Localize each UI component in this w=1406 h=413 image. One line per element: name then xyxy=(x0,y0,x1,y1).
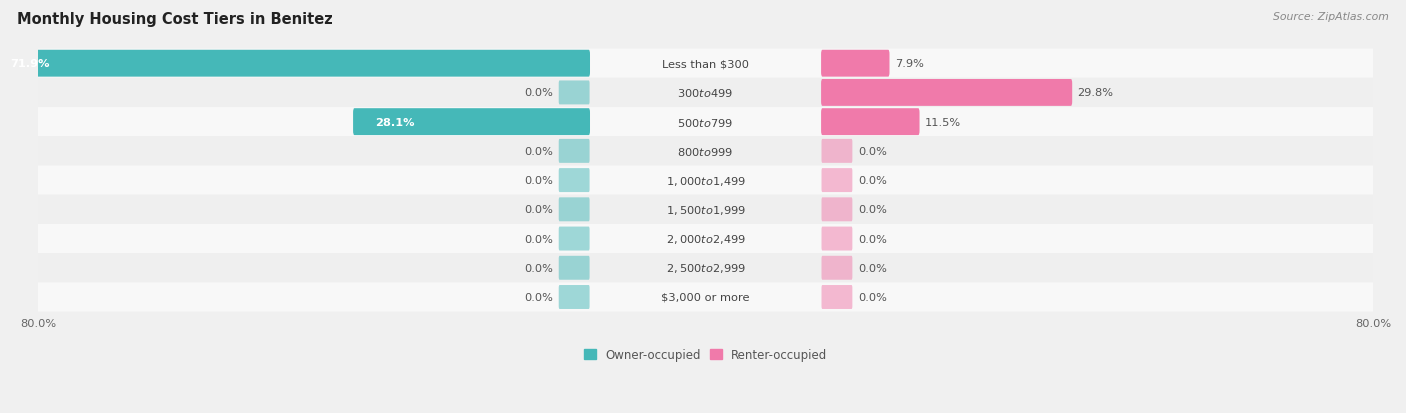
FancyBboxPatch shape xyxy=(21,254,1389,283)
FancyBboxPatch shape xyxy=(821,140,852,164)
Text: 0.0%: 0.0% xyxy=(524,234,553,244)
FancyBboxPatch shape xyxy=(821,109,920,136)
FancyBboxPatch shape xyxy=(21,195,1389,224)
Text: 0.0%: 0.0% xyxy=(858,263,887,273)
FancyBboxPatch shape xyxy=(821,80,1073,107)
FancyBboxPatch shape xyxy=(558,256,589,280)
FancyBboxPatch shape xyxy=(21,108,1389,137)
FancyBboxPatch shape xyxy=(558,140,589,164)
Text: 0.0%: 0.0% xyxy=(524,205,553,215)
FancyBboxPatch shape xyxy=(21,283,1389,312)
Text: Monthly Housing Cost Tiers in Benitez: Monthly Housing Cost Tiers in Benitez xyxy=(17,12,333,27)
Text: 0.0%: 0.0% xyxy=(524,263,553,273)
FancyBboxPatch shape xyxy=(558,81,589,105)
Legend: Owner-occupied, Renter-occupied: Owner-occupied, Renter-occupied xyxy=(579,343,832,366)
Text: 28.1%: 28.1% xyxy=(375,117,415,127)
Text: $2,500 to $2,999: $2,500 to $2,999 xyxy=(665,262,745,275)
Text: 0.0%: 0.0% xyxy=(524,176,553,186)
Text: 0.0%: 0.0% xyxy=(858,176,887,186)
Text: 0.0%: 0.0% xyxy=(858,205,887,215)
Text: 7.9%: 7.9% xyxy=(894,59,924,69)
Text: 71.9%: 71.9% xyxy=(10,59,49,69)
Text: $3,000 or more: $3,000 or more xyxy=(661,292,749,302)
Text: $1,000 to $1,499: $1,000 to $1,499 xyxy=(665,174,745,187)
Text: 11.5%: 11.5% xyxy=(925,117,962,127)
FancyBboxPatch shape xyxy=(21,137,1389,166)
FancyBboxPatch shape xyxy=(821,256,852,280)
FancyBboxPatch shape xyxy=(558,198,589,222)
FancyBboxPatch shape xyxy=(21,166,1389,195)
FancyBboxPatch shape xyxy=(821,285,852,309)
FancyBboxPatch shape xyxy=(21,224,1389,254)
FancyBboxPatch shape xyxy=(821,198,852,222)
Text: 0.0%: 0.0% xyxy=(858,292,887,302)
Text: $1,500 to $1,999: $1,500 to $1,999 xyxy=(665,203,745,216)
FancyBboxPatch shape xyxy=(558,227,589,251)
Text: $2,000 to $2,499: $2,000 to $2,499 xyxy=(665,233,745,245)
Text: 29.8%: 29.8% xyxy=(1077,88,1114,98)
FancyBboxPatch shape xyxy=(558,169,589,192)
FancyBboxPatch shape xyxy=(21,78,1389,108)
FancyBboxPatch shape xyxy=(558,285,589,309)
FancyBboxPatch shape xyxy=(821,51,890,78)
Text: 0.0%: 0.0% xyxy=(524,147,553,157)
Text: $300 to $499: $300 to $499 xyxy=(678,87,734,99)
Text: 0.0%: 0.0% xyxy=(858,147,887,157)
Text: 0.0%: 0.0% xyxy=(524,292,553,302)
Text: $500 to $799: $500 to $799 xyxy=(678,116,734,128)
Text: $800 to $999: $800 to $999 xyxy=(678,145,734,157)
Text: 0.0%: 0.0% xyxy=(524,88,553,98)
Text: 0.0%: 0.0% xyxy=(858,234,887,244)
FancyBboxPatch shape xyxy=(821,169,852,192)
Text: Less than $300: Less than $300 xyxy=(662,59,749,69)
FancyBboxPatch shape xyxy=(821,227,852,251)
Text: Source: ZipAtlas.com: Source: ZipAtlas.com xyxy=(1274,12,1389,22)
FancyBboxPatch shape xyxy=(0,51,591,78)
FancyBboxPatch shape xyxy=(353,109,591,136)
FancyBboxPatch shape xyxy=(21,50,1389,78)
